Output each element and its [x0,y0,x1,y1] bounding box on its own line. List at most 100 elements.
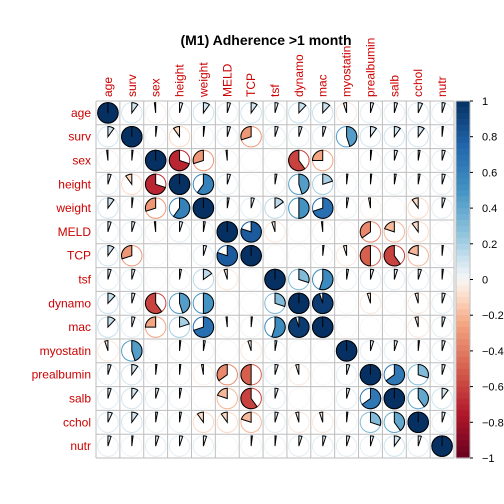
pie-cell [192,244,215,267]
pie-outline [431,221,453,243]
colorbar-segment [456,142,470,150]
pie-cell [168,197,191,219]
pie-cell [335,316,358,338]
pie-cell [240,125,262,148]
pie-slice [125,173,133,186]
colorbar-tick-label: −0.6 [482,382,504,394]
pie-cell [121,387,143,410]
pie-cell [407,125,429,148]
pie-slice [131,340,143,362]
column-label: nutr [435,76,449,97]
pie-slice [144,173,167,196]
pie-slice [193,316,215,338]
column-label: MELD [220,63,234,97]
pie-cell [383,340,406,362]
pie-cell [431,268,453,291]
pie-slice [131,221,136,233]
pie-cell [121,363,143,386]
column-labels: age surv sex height weight MELD TCP tsf dynamo ma… [101,38,449,98]
pie-slice [274,292,286,308]
pie-cell [264,125,286,148]
colorbar-segment [456,249,470,257]
pie-cell [383,411,406,434]
pie-slice [107,173,112,185]
pie-cell [144,435,167,457]
colorbar-segment [456,190,470,197]
pie-slice [417,435,422,447]
pie-cell [335,292,358,315]
pie-cell [288,173,310,196]
pie-cell [192,363,215,386]
pie-cell [192,340,215,362]
pie-cell [240,173,262,196]
pie-cell [335,125,358,148]
row-label: height [58,177,91,191]
pie-cell [407,221,429,243]
pie-slice [393,411,406,432]
pie-cell [144,387,167,410]
pie-outline [216,340,239,362]
colorbar-segment [456,112,470,120]
column-label: cchol [411,69,425,97]
pie-slice [240,221,262,243]
pie-slice [202,102,211,115]
pie-slice [298,173,310,195]
pie-slice [240,387,258,410]
pie-slice [274,340,278,351]
pie-slice [226,173,232,185]
row-label: salb [69,392,91,406]
pie-slice [311,149,324,161]
column-label: prealbumin [363,38,377,97]
pie-cell [144,411,167,434]
pie-cell [407,268,429,291]
pie-cell [121,268,143,291]
colorbar-segment [456,374,470,382]
pie-slice [240,125,252,141]
colorbar-segment [456,410,470,417]
pie-slice [274,387,279,399]
pie-slice [414,292,419,304]
colorbar-segment [456,380,470,388]
pie-slice [417,125,425,139]
colorbar-segment [456,404,470,411]
pie-cell [311,316,334,338]
pie-cell [383,316,406,338]
pie-cell [97,316,119,338]
pie-slice [104,340,109,352]
pie-slice [342,102,348,114]
pie-cell [121,125,143,148]
pie-cell [216,244,239,267]
pie-cell [144,363,167,386]
pie-slice [361,387,382,410]
pie-cell [168,435,191,457]
pie-slice [441,173,446,185]
pie-slice [411,197,419,210]
pie-cell [97,411,119,434]
pie-outline [168,244,191,267]
pie-cell [288,125,310,148]
pie-cell [407,435,429,457]
pie-cell [168,340,191,362]
pie-cell [311,244,334,267]
pie-cell [240,292,262,315]
pie-cell [192,411,215,434]
pie-slice [441,292,446,304]
pie-cell [431,197,453,219]
pie-slice [155,363,158,375]
pie-cell [168,244,191,267]
colorbar-segment [456,303,470,310]
pie-cell [121,340,143,362]
colorbar-segment [456,243,470,251]
pie-slice [322,125,327,137]
pie-slice [226,102,232,114]
pie-cell [359,221,382,243]
pie-cell [216,268,239,291]
pie-cell [216,387,239,410]
pie-cell [144,197,167,219]
pie-slice [107,268,112,280]
pie-cell [431,149,453,172]
pie-slice [155,411,159,423]
pie-cell [407,316,429,338]
pie-cell [359,411,382,434]
column-label: height [173,64,187,97]
